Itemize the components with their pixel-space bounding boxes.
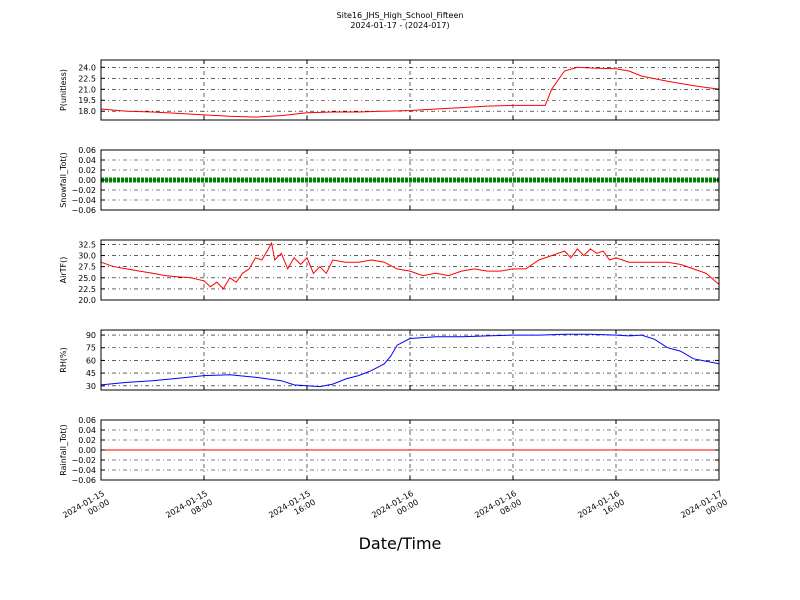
- panel-3: 20.0 22.5 25.0 27.5 30.0 32.5 AirTF(): [59, 239, 720, 305]
- y-axis-label: P(unitless): [59, 69, 68, 111]
- y-tick-label: 75: [86, 344, 96, 353]
- y-tick-label: 20.0: [78, 296, 96, 305]
- y-tick-label: 27.5: [78, 263, 96, 272]
- series-line-1: [100, 333, 720, 388]
- y-axis-label: Snowfall_Tot(): [59, 152, 68, 208]
- series-line-1: [100, 66, 720, 118]
- y-tick-label: −0.02: [71, 456, 96, 465]
- y-tick-label: 22.5: [78, 285, 96, 294]
- y-tick-label: 0.00: [78, 176, 96, 185]
- y-tick-label: 0.04: [78, 426, 96, 435]
- chart-subtitle: 2024-01-17 - (2024-017): [350, 21, 450, 30]
- y-axis-label: RH(%): [59, 347, 68, 372]
- y-tick-label: −0.06: [71, 206, 96, 215]
- panel-4: 30 45 60 75 90 RH(%): [59, 329, 720, 391]
- chart-title: Site16_JHS_High_School_Fifteen: [336, 11, 464, 20]
- y-tick-label: 0.00: [78, 446, 96, 455]
- y-tick-label: 19.5: [78, 96, 96, 105]
- panel-2: −0.06−0.04−0.020.000.020.040.06 Snowfall_…: [59, 146, 720, 215]
- y-tick-label: 30.0: [78, 252, 96, 261]
- y-tick-label: 0.06: [78, 146, 96, 155]
- y-tick-label: −0.06: [71, 476, 96, 485]
- panel-5: −0.06−0.04−0.020.000.020.040.06 Rainfall_…: [59, 416, 720, 485]
- y-tick-label: −0.04: [71, 466, 96, 475]
- y-tick-label: 60: [86, 356, 96, 365]
- y-tick-label: 0.04: [78, 156, 96, 165]
- y-tick-label: 18.0: [78, 107, 96, 116]
- y-tick-label: 90: [86, 331, 96, 340]
- y-tick-label: 25.0: [78, 274, 96, 283]
- series-line-1: [100, 241, 720, 290]
- y-tick-label: −0.04: [71, 196, 96, 205]
- y-tick-label: 30: [86, 382, 96, 391]
- y-axis-label: Rainfall_Tot(): [59, 424, 68, 476]
- y-tick-label: 0.02: [78, 436, 96, 445]
- x-axis-label: Date/Time: [358, 534, 442, 553]
- y-tick-label: 24.0: [78, 63, 96, 72]
- y-tick-label: 0.06: [78, 416, 96, 425]
- y-tick-label: 21.0: [78, 85, 96, 94]
- y-tick-label: 32.5: [78, 240, 96, 249]
- y-tick-label: 22.5: [78, 74, 96, 83]
- y-tick-label: 45: [86, 369, 96, 378]
- y-tick-label: −0.02: [71, 186, 96, 195]
- y-axis-label: AirTF(): [59, 257, 68, 284]
- panel-1: 18.0 19.5 21.0 22.5 24.0 P(unitless): [59, 59, 720, 121]
- y-tick-label: 0.02: [78, 166, 96, 175]
